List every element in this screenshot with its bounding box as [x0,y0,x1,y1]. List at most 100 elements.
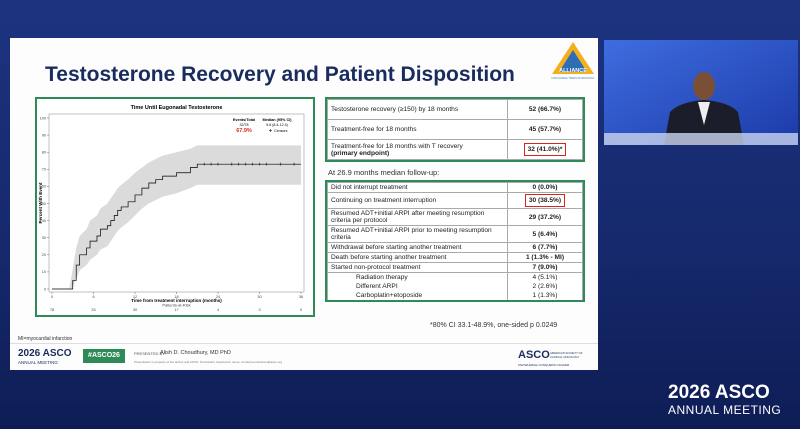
table-row: Did not interrupt treatment 0 (0.0%) [327,182,583,193]
row-label-text: Treatment-free for 18 months with T reco… [331,142,463,150]
x-axis-label: Time from treatment interruption (months… [131,298,222,303]
footer-meeting: ANNUAL MEETING [18,360,58,365]
row-value: 32 (41.0%)* [507,139,583,160]
row-label: Testosterone recovery (≥150) by 18 month… [327,99,508,120]
y-tick-label: 70 [42,168,46,172]
table-row: Treatment-free for 18 months with T reco… [327,139,583,160]
row-value-text: 32 (41.0%)* [523,143,567,156]
table-row: Resumed ADT+initial ARPI prior to meetin… [327,225,583,243]
abbreviation: MI=myocardial infarction [18,336,73,342]
x-tick-label: 18 [174,295,178,299]
row-label-text: Resumed ADT+initial ARPI after meeting r… [331,210,485,224]
legend-censor-label: Censors [274,129,288,133]
row-label-text: Death before starting another treatment [331,254,447,261]
row-label: Radiation therapy [327,272,508,282]
row-value: 52 (66.7%) [507,99,583,120]
footer-brand: 2026 ASCO [18,348,72,359]
row-label-text: Continuing on treatment interruption [331,197,437,204]
censor-mark [202,162,206,166]
row-value: 0 (0.0%) [507,182,583,193]
row-label: Withdrawal before starting another treat… [327,242,508,253]
legend-rate: 67.9% [236,128,252,134]
plot-area [48,113,305,293]
row-value-text: 52 (66.7%) [528,106,562,113]
row-value: 1 (1.3% - MI) [507,252,583,263]
at-risk-count: 33 [91,308,95,312]
society-name: AMERICAN SOCIETY OF CLINICAL ONCOLOGY [550,351,583,359]
presenter: Alish D. Choudhury, MD PhD [160,350,231,356]
row-label-text: Radiation therapy [356,274,408,281]
row-label-text: Testosterone recovery (≥150) by 18 month… [331,106,459,113]
hashtag: #ASCO26 [83,349,125,363]
y-tick-label: 0 [44,287,46,291]
y-tick-label: 20 [42,253,46,257]
row-label: Treatment-free for 18 months with T reco… [327,139,508,160]
x-tick-label: 12 [133,295,137,299]
risk-label: Patients-at-Risk [162,303,190,308]
at-risk-count: 78 [50,308,54,312]
speaker-shirt [698,102,710,125]
row-value-text: 6 (7.7%) [532,244,558,251]
legend-value: 9.6 (8.4-12.4) [266,123,288,127]
presented-label: PRESENTED BY: [134,351,166,356]
legend-value: 32/78 [240,123,249,127]
censor-mark [264,162,268,166]
row-label: Different ARPI [327,282,508,291]
row-label: Started non-protocol treatment [327,262,508,273]
legend-header: Median (95% CI) [262,118,292,122]
y-tick-label: 90 [42,133,46,137]
row-label-text: Did not interrupt treatment [331,184,408,191]
speaker-video [604,40,798,145]
row-value-text: 29 (37.2%) [528,213,562,221]
speaker-head [693,72,715,100]
logo-subtext: FOR CLINICAL TRIALS IN ONCOLOGY [552,77,595,80]
row-emphasis: (primary endpoint) [331,149,390,157]
row-label: Resumed ADT+initial ARPI prior to meetin… [327,225,508,243]
at-risk-count: 0 [300,308,302,312]
confidence-band [52,145,301,289]
table-row: Withdrawal before starting another treat… [327,242,583,253]
y-tick-label: 100 [40,116,46,120]
censor-mark [292,162,296,166]
row-value: 1 (1.3%) [507,291,583,300]
row-value: 29 (37.2%) [507,208,583,226]
row-value: 5 (6.4%) [507,225,583,243]
table-row: Treatment-free for 18 months 45 (57.7%) [327,119,583,140]
row-value-text: 30 (38.5%) [524,194,566,207]
table-row: Death before starting another treatment 1… [327,252,583,263]
y-tick-label: 30 [42,236,46,240]
row-value: 7 (9.0%) [507,262,583,273]
y-tick-label: 40 [42,219,46,223]
chart-box: Time Until Eugonadal Testosterone 0 10 20 30… [35,97,315,317]
y-axis-label: Percent With Event [38,182,43,223]
row-label: Treatment-free for 18 months [327,119,508,140]
broadcast-meeting: ANNUAL MEETING [668,403,782,417]
logo-triangle-inner [559,50,587,72]
x-tick-label: 36 [299,295,303,299]
notice: Presentation is property of the author a… [134,360,283,364]
at-risk-count: 3 [258,308,260,312]
row-value-text: 0 (0.0%) [532,184,558,191]
row-value-text: 1 (1.3% - MI) [525,254,565,261]
x-tick-label: 24 [216,295,220,299]
row-label: Death before starting another treatment [327,252,508,263]
table-row: Started non-protocol treatment 7 (9.0%) [327,262,583,273]
at-risk-count: 17 [174,308,178,312]
table-row: Resumed ADT+initial ARPI after meeting r… [327,208,583,226]
slide-title: Testosterone Recovery and Patient Dispos… [45,63,515,86]
km-curve [52,163,301,290]
censor-mark [237,162,241,166]
censor-mark [216,162,220,166]
y-tick-label: 10 [42,270,46,274]
at-risk-count: 4 [217,308,219,312]
row-label-text: Different ARPI [356,283,398,290]
row-value-text: 45 (57.7%) [528,126,562,133]
censor-mark [278,162,282,166]
censor-mark [258,162,261,166]
row-label-text: Carboplatin+etoposide [356,292,423,299]
at-risk-count: 30 [133,308,137,312]
y-tick-label: 80 [42,151,46,155]
row-label: Resumed ADT+initial ARPI after meeting r… [327,208,508,226]
km-chart: Time Until Eugonadal Testosterone0102030… [38,105,305,312]
